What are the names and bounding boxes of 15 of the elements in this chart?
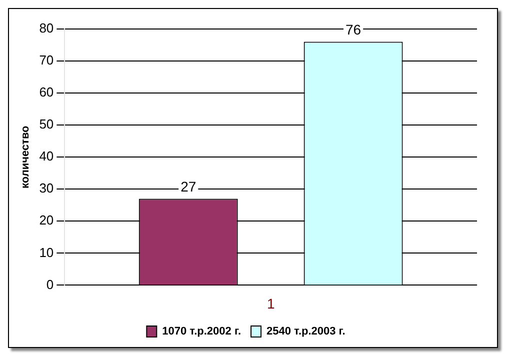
y-tick-label: 0 [46, 276, 54, 292]
y-tick-label: 70 [39, 52, 54, 68]
x-tick-label: 1 [266, 295, 275, 312]
y-tick-label: 30 [39, 180, 54, 196]
y-tick-label: 60 [39, 84, 54, 100]
y-tick-label: 20 [39, 212, 54, 228]
y-tick-label: 50 [39, 116, 54, 132]
data-label: 27 [180, 178, 196, 195]
y-axis-title: количество [20, 125, 32, 188]
y-tick-label: 40 [39, 148, 54, 164]
legend-label: 2540 т.р.2003 г. [266, 326, 346, 338]
y-tick-label: 80 [39, 20, 54, 36]
y-tick-label: 10 [39, 244, 54, 260]
data-label: 76 [346, 22, 362, 38]
legend-label: 1070 т.р.2002 г. [162, 326, 241, 338]
